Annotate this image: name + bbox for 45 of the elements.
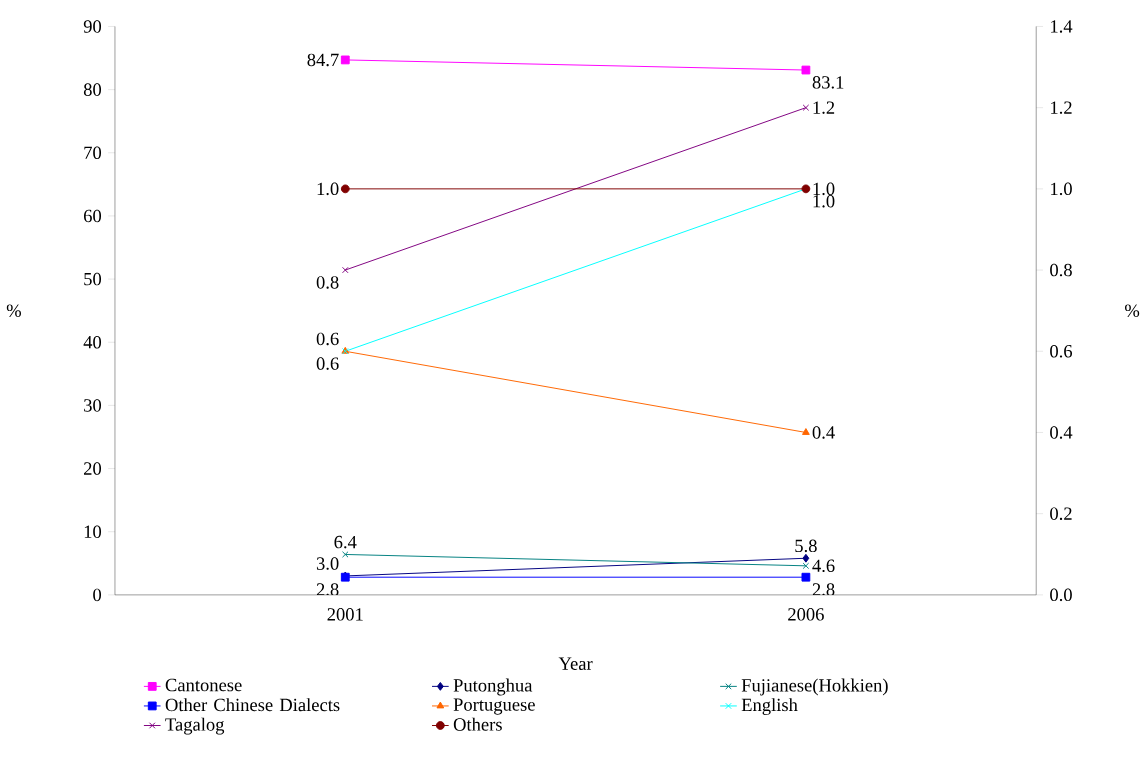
y2-tick-label: 0.8 [1050,263,1072,277]
data-label: 83.1 [812,76,844,89]
data-label: 1.2 [813,101,835,114]
y2-tick-label: 0.0 [1050,588,1072,602]
data-label: 1.0 [813,182,835,196]
legend-label: English [741,698,798,715]
y2-tick-label: 1.0 [1051,182,1072,196]
data-label: 0.8 [316,276,339,289]
data-label: 4.6 [812,559,835,573]
data-label: 5.8 [795,539,817,553]
y-tick-label: 50 [84,272,102,286]
y-tick-label: 30 [84,399,102,412]
data-label: 0.4 [812,426,835,439]
y2-axis-title: % [1125,304,1140,317]
x-tick-label: 2001 [327,608,363,621]
y-axis-title: % [6,304,21,317]
legend-label: Others [453,717,502,731]
x-axis-title: Year [558,657,593,670]
legend-label: Fujianese(Hokkien) [741,678,888,696]
x-tick-label: 2006 [788,608,824,621]
legend-label: Portuguese [453,698,535,715]
y-tick-label: 20 [84,462,102,475]
y2-tick-label: 0.6 [1050,344,1073,358]
data-label: 84.7 [307,53,339,67]
y-tick-label: 60 [84,209,102,223]
legend-label: Tagalog [165,717,225,735]
y-tick-label: 10 [84,525,102,538]
legend-label: Putonghua [453,678,533,696]
y-tick-label: 90 [83,20,102,33]
y2-tick-label: 1.4 [1051,20,1073,33]
y2-tick-label: 1.2 [1051,101,1072,114]
data-label: 6.4 [334,535,357,549]
legend-label: Other Chinese Dialects [165,698,340,712]
data-label: 1.0 [317,182,339,196]
legend-label: Cantonese [165,678,242,692]
y-tick-label: 40 [83,335,102,349]
data-label: 3.0 [316,557,339,570]
data-label: 1.0 [813,194,835,208]
y2-tick-label: 0.4 [1050,426,1073,439]
y-tick-label: 80 [83,83,102,96]
y-tick-label: 0 [93,588,102,602]
data-label: 0.6 [316,332,339,346]
y-tick-label: 70 [84,146,102,159]
y2-tick-label: 0.2 [1050,507,1072,520]
data-label: 0.6 [316,357,339,370]
